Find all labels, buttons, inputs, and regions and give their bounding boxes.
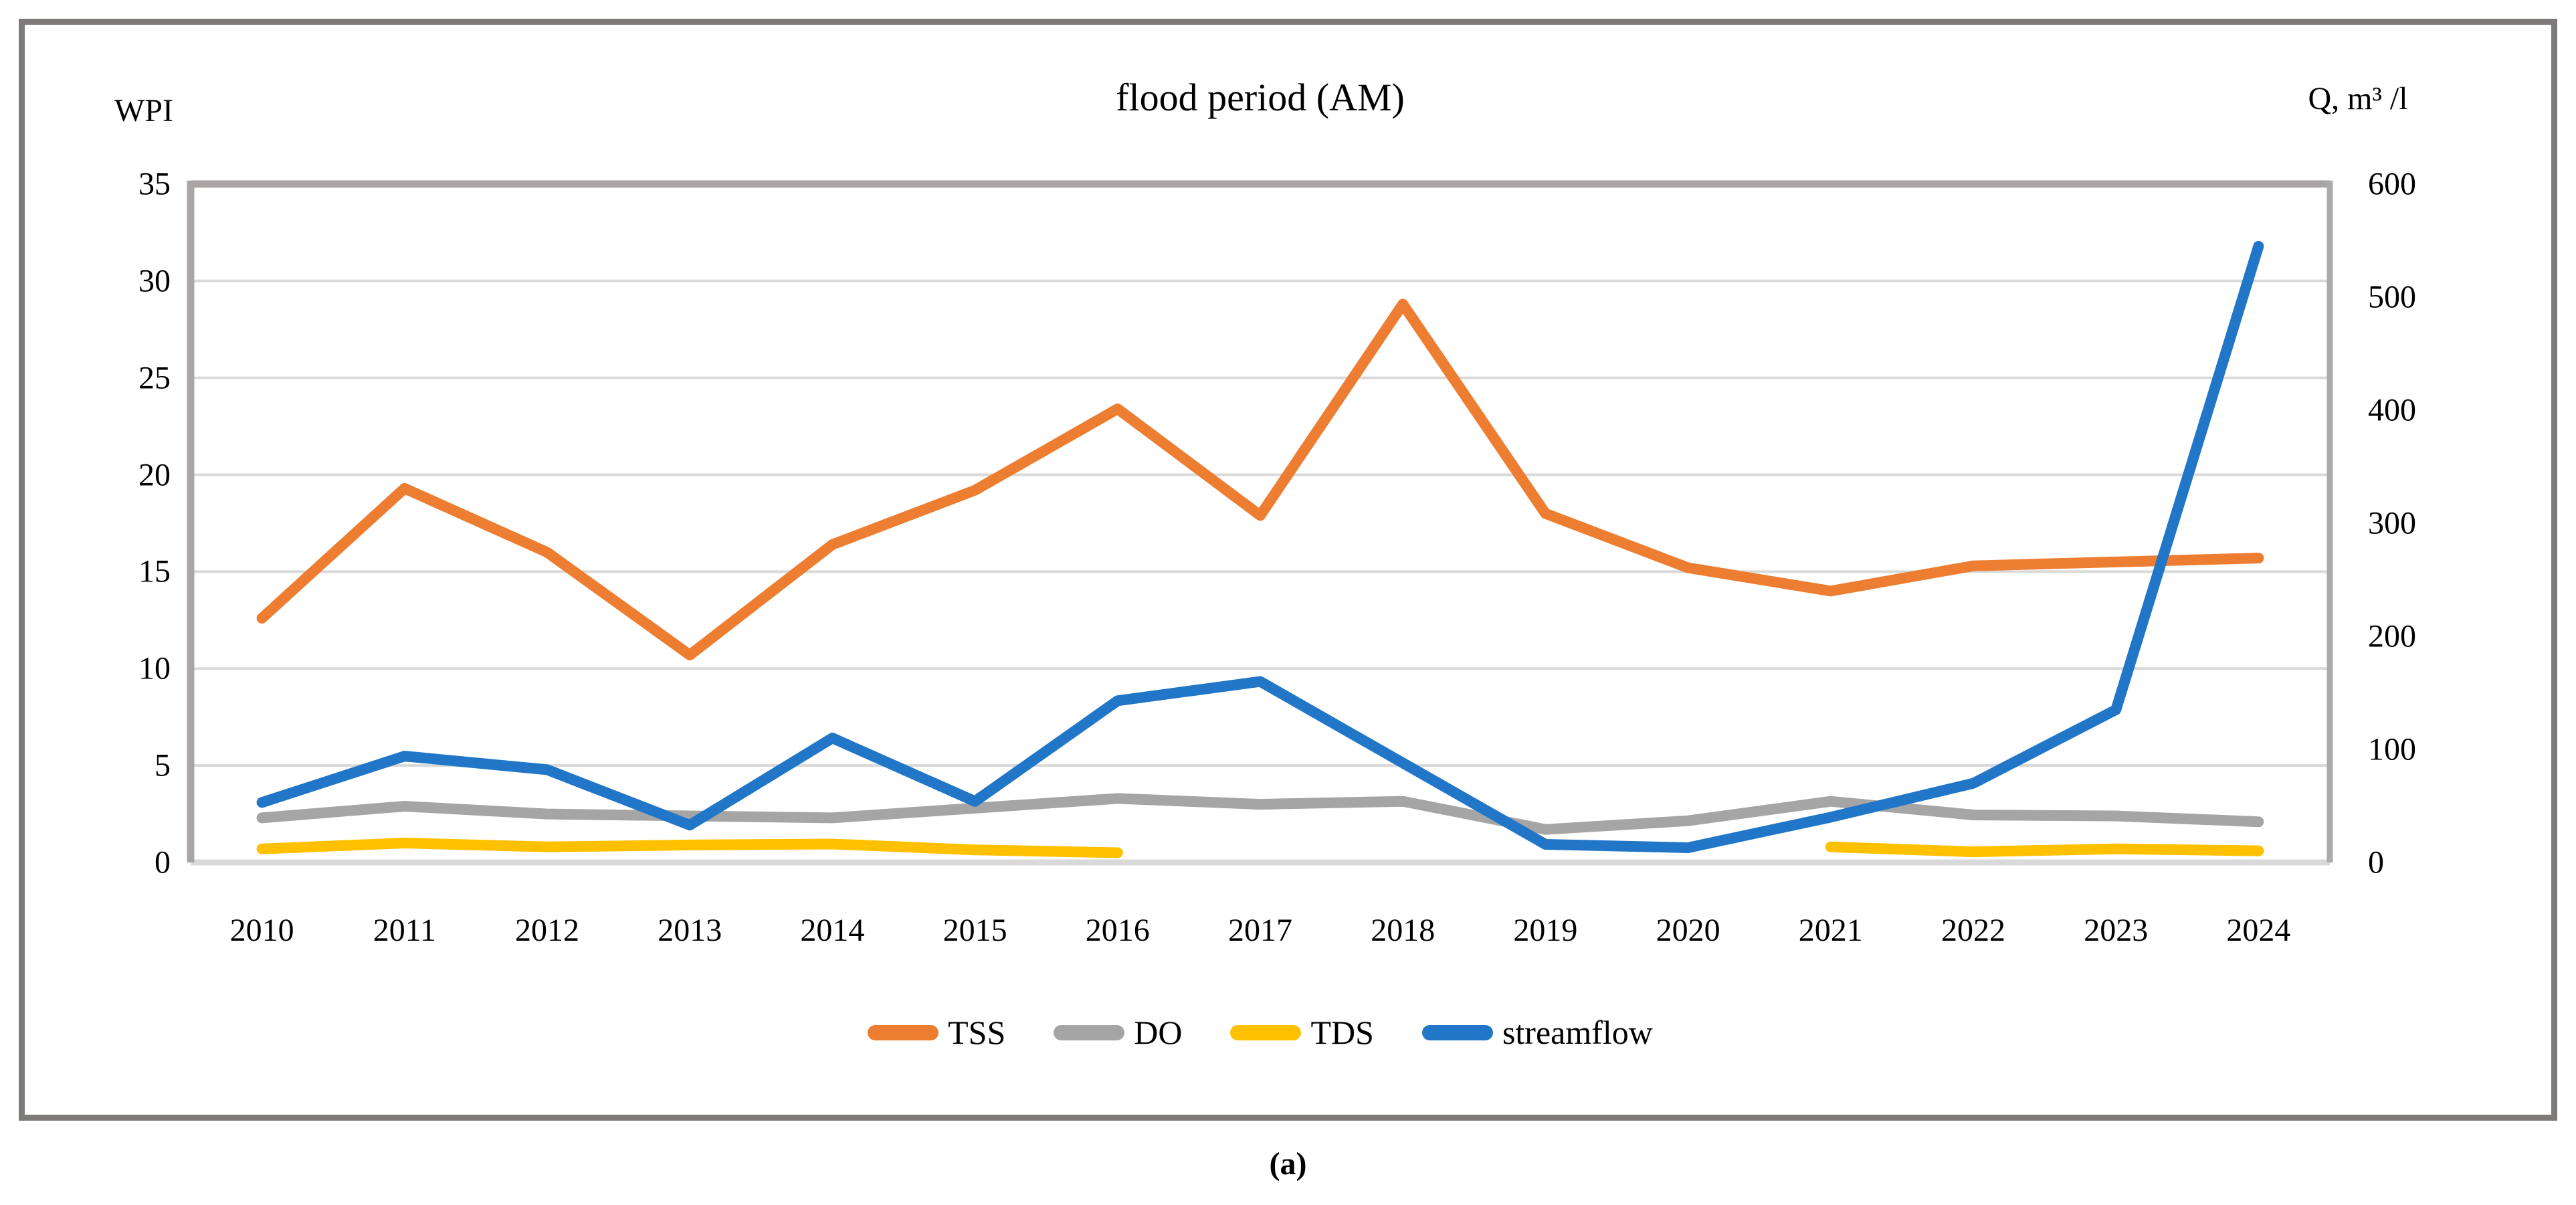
left-axis-tick-label: 35 (138, 166, 171, 202)
legend-label: TSS (948, 1014, 1006, 1051)
right-axis-tick-label: 400 (2368, 392, 2416, 428)
right-axis-tick-label: 100 (2368, 731, 2416, 767)
x-axis-tick-label: 2016 (1085, 913, 1150, 948)
x-axis-tick-label: 2010 (229, 913, 294, 948)
x-axis-tick-label: 2018 (1371, 913, 1435, 948)
x-axis-tick-label: 2012 (515, 913, 579, 948)
x-axis-tick-label: 2021 (1798, 913, 1863, 948)
left-axis-tick-label: 30 (138, 263, 171, 299)
series-line-TDS (1825, 841, 2264, 858)
left-axis-tick-label: 0 (155, 844, 171, 880)
x-axis-tick-label: 2017 (1228, 913, 1292, 948)
series-line-TSS (256, 298, 2264, 660)
left-axis-tick-label: 20 (138, 457, 171, 493)
x-axis-tick-label: 2020 (1656, 913, 1720, 948)
series-line-DO (256, 793, 2264, 835)
right-axis-tick-label: 500 (2368, 279, 2416, 315)
left-axis-tick-label: 5 (155, 747, 171, 783)
x-axis-tick-label: 2013 (658, 913, 722, 948)
right-axis-tick-label: 300 (2368, 505, 2416, 541)
legend-label: TDS (1310, 1014, 1374, 1051)
left-axis-tick-label: 25 (138, 360, 171, 396)
subfigure-label: (a) (1269, 1146, 1307, 1182)
legend-item-TDS: TDS (1230, 1014, 1374, 1051)
legend-item-DO: DO (1054, 1016, 1182, 1049)
left-axis-tick-label: 10 (138, 650, 171, 686)
chart-title: flood period (AM) (1116, 76, 1405, 119)
legend-swatch-DO (1054, 1024, 1125, 1040)
legend-item-TSS: TSS (868, 1016, 1005, 1049)
legend-swatch-streamflow (1421, 1024, 1493, 1040)
series-line-streamflow (256, 241, 2264, 853)
left-axis-unit-label: WPI (114, 93, 173, 128)
right-axis-tick-label: 600 (2368, 166, 2416, 202)
legend-item-streamflow: streamflow (1421, 1014, 1653, 1051)
series-line-TDS (256, 838, 1123, 858)
chart-legend: TSS DO TDS streamflow (191, 1016, 2330, 1049)
x-axis-tick-label: 2015 (943, 913, 1007, 948)
x-axis-tick-label: 2014 (800, 913, 865, 948)
figure-border (19, 19, 2557, 1121)
legend-label: DO (1134, 1014, 1183, 1051)
x-axis-tick-label: 2022 (1941, 913, 2005, 948)
x-axis-tick-label: 2011 (373, 913, 436, 948)
legend-swatch-TSS (868, 1024, 939, 1040)
x-axis-tick-label: 2023 (2084, 913, 2149, 948)
right-axis-unit-label: Q, m³ /l (2308, 81, 2408, 116)
legend-label: streamflow (1502, 1014, 1653, 1051)
right-axis-tick-label: 200 (2368, 618, 2416, 654)
x-axis-tick-label: 2024 (2226, 913, 2291, 948)
x-axis-tick-label: 2019 (1513, 913, 1578, 948)
right-axis-tick-label: 0 (2368, 844, 2384, 880)
legend-swatch-TDS (1230, 1024, 1302, 1040)
left-axis-tick-label: 15 (138, 553, 171, 589)
